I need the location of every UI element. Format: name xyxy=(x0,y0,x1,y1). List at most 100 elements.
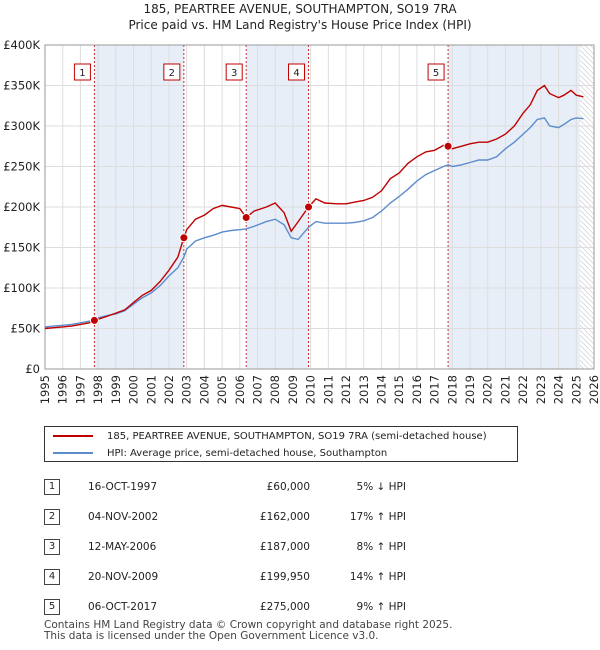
forecast-hatch xyxy=(579,224,595,240)
legend-hpi-label: HPI: Average price, semi-detached house,… xyxy=(107,447,388,459)
sale-number-cell: 4 xyxy=(44,562,88,592)
series-line xyxy=(44,117,584,328)
sale-label-box xyxy=(73,63,91,81)
forecast-hatch xyxy=(579,269,595,285)
x-tick-label: 2024 xyxy=(552,375,566,404)
sale-row: 2 04-NOV-2002 £162,000 17% ↑ HPI xyxy=(44,502,406,532)
forecast-hatch xyxy=(579,64,595,80)
price-chart: £0 £50K £100K £150K £200K £250K £300K £350K £400… xyxy=(3,38,600,404)
sale-label-box xyxy=(225,63,243,81)
x-tick-label: 2012 xyxy=(339,375,353,404)
sale-number-badge: 1 xyxy=(44,479,60,495)
forecast-hatch xyxy=(579,139,595,155)
sale-hpi-diff: 5% ↓ HPI xyxy=(356,481,406,493)
sale-label: 1 xyxy=(79,68,85,79)
forecast-hatch xyxy=(579,159,595,175)
forecast-hatch xyxy=(589,45,595,50)
forecast-hatch xyxy=(579,309,595,325)
forecast-hatch xyxy=(579,294,595,310)
sale-label-box xyxy=(427,63,445,81)
sale-number-cell: 5 xyxy=(44,592,88,622)
forecast-hatch xyxy=(579,344,595,360)
sale-number-badge: 3 xyxy=(44,539,60,555)
chart-title-line1: 185, PEARTREE AVENUE, SOUTHAMPTON, SO19 … xyxy=(143,2,457,16)
forecast-hatch xyxy=(579,174,595,190)
x-tick-label: 2004 xyxy=(197,375,211,404)
forecast-hatch xyxy=(579,359,590,369)
forecast-hatch xyxy=(579,45,595,60)
forecast-hatch xyxy=(579,144,595,160)
series-line xyxy=(44,84,584,330)
sale-date: 20-NOV-2009 xyxy=(88,571,159,583)
x-tick-label: 2010 xyxy=(304,375,318,404)
x-tick-label: 2001 xyxy=(144,375,158,404)
forecast-hatch xyxy=(579,229,595,245)
forecast-hatch xyxy=(579,54,595,70)
sale-price: £187,000 xyxy=(259,541,310,553)
x-tick-label: 1997 xyxy=(73,375,87,404)
forecast-hatch xyxy=(579,339,595,355)
forecast-hatch xyxy=(579,99,595,115)
forecast-hatch xyxy=(579,354,595,369)
y-tick-label: £50K xyxy=(11,322,41,336)
sale-date: 06-OCT-2017 xyxy=(88,601,157,613)
x-tick-label: 2026 xyxy=(587,375,600,404)
legend-item-hpi: HPI: Average price, semi-detached house,… xyxy=(53,445,387,461)
chart-legend: 185, PEARTREE AVENUE, SOUTHAMPTON, SO19 … xyxy=(44,426,518,462)
sale-number-cell: 3 xyxy=(44,532,88,562)
x-tick-label: 2000 xyxy=(127,375,141,404)
forecast-hatch xyxy=(579,109,595,125)
sale-label: 3 xyxy=(231,68,237,79)
x-tick-label: 2016 xyxy=(410,375,424,404)
forecast-hatch xyxy=(579,279,595,295)
y-tick-label: £250K xyxy=(3,160,40,174)
x-tick-label: 2017 xyxy=(428,375,442,404)
forecast-hatch xyxy=(579,189,595,205)
sale-hpi-diff: 17% ↑ HPI xyxy=(349,511,406,523)
sale-hpi-diff: 8% ↑ HPI xyxy=(356,541,406,553)
forecast-hatch xyxy=(579,89,595,105)
sale-date: 04-NOV-2002 xyxy=(88,511,159,523)
forecast-hatch xyxy=(579,259,595,275)
plot-frame xyxy=(44,44,595,370)
sale-number-cell: 1 xyxy=(44,472,88,502)
forecast-hatch xyxy=(579,184,595,200)
sale-point xyxy=(304,202,314,212)
sale-hpi-diff: 9% ↑ HPI xyxy=(356,601,406,613)
sale-label: 2 xyxy=(169,68,175,79)
forecast-hatch xyxy=(579,324,595,340)
sale-hpi-diff: 14% ↑ HPI xyxy=(349,571,406,583)
sale-number-badge: 4 xyxy=(44,569,60,585)
forecast-hatch xyxy=(579,334,595,350)
sale-label-box xyxy=(288,63,306,81)
x-tick-label: 2003 xyxy=(180,375,194,404)
x-tick-label: 2013 xyxy=(357,375,371,404)
x-tick-label: 2015 xyxy=(392,375,406,404)
forecast-hatch xyxy=(579,209,595,225)
x-tick-label: 2011 xyxy=(321,375,335,404)
forecast-hatch xyxy=(579,59,595,75)
forecast-hatch xyxy=(579,364,585,369)
forecast-hatch xyxy=(579,114,595,130)
forecast-hatch xyxy=(579,134,595,150)
sale-number-badge: 5 xyxy=(44,599,60,615)
sale-point xyxy=(89,315,99,325)
sale-label: 5 xyxy=(433,68,439,79)
sale-price: £199,950 xyxy=(259,571,310,583)
forecast-hatch xyxy=(579,264,595,280)
sale-number-badge: 2 xyxy=(44,509,60,525)
forecast-hatch xyxy=(579,129,595,145)
forecast-hatch xyxy=(579,249,595,265)
forecast-hatch xyxy=(579,319,595,335)
y-tick-label: £150K xyxy=(3,241,40,255)
forecast-hatch xyxy=(579,119,595,135)
x-tick-label: 2021 xyxy=(498,375,512,404)
forecast-hatch xyxy=(579,329,595,345)
forecast-hatch xyxy=(579,74,595,90)
forecast-hatch xyxy=(579,274,595,290)
sales-table: 1 16-OCT-1997 £60,000 5% ↓ HPI 2 04-NOV-2002 £… xyxy=(44,472,406,622)
legend-item-property: 185, PEARTREE AVENUE, SOUTHAMPTON, SO19 … xyxy=(53,428,487,444)
forecast-hatch xyxy=(579,314,595,330)
forecast-hatch xyxy=(579,179,595,195)
x-tick-label: 2025 xyxy=(569,375,583,404)
